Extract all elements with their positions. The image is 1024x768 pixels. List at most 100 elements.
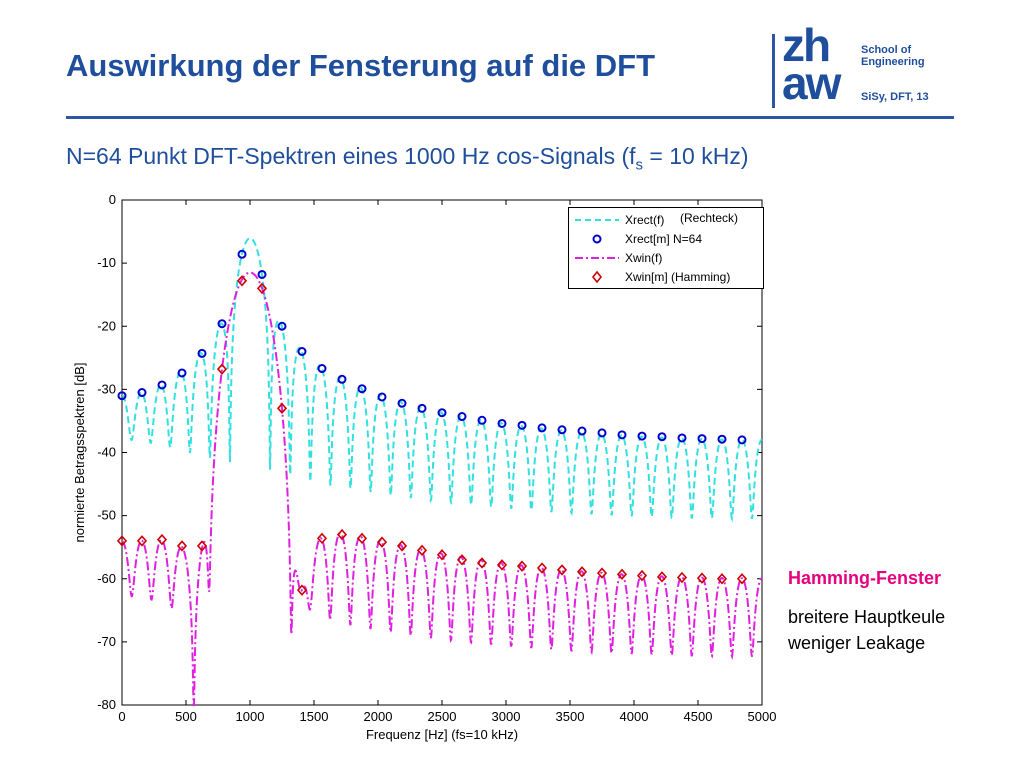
xwin-m-point xyxy=(456,554,468,566)
slide-title: Auswirkung der Fensterung auf die DFT xyxy=(66,48,656,83)
x-tick-label: 0 xyxy=(118,709,125,724)
xrect-m-point xyxy=(257,269,267,279)
legend-label: Xrect(f) xyxy=(625,213,665,227)
subtitle-main: N=64 Punkt DFT-Spektren eines 1000 Hz co… xyxy=(66,143,636,169)
xwin-m-point xyxy=(296,584,308,596)
xrect-m-point xyxy=(297,347,307,356)
legend-label: Xrect[m] N=64 xyxy=(625,232,703,246)
xrect-m-point xyxy=(477,415,487,425)
y-tick-label: -50 xyxy=(97,508,116,523)
xrect-m-point xyxy=(437,408,447,418)
title-divider xyxy=(66,116,954,119)
y-axis-label: normierte Betragsspektren [dB] xyxy=(72,363,87,543)
xrect-m-point xyxy=(397,398,407,408)
xwin-m-point xyxy=(576,566,588,578)
x-tick-label: 500 xyxy=(175,709,197,724)
xrect-m-point xyxy=(117,391,127,401)
xwin-m-point xyxy=(496,559,508,571)
xrect-m-point xyxy=(157,380,167,390)
xwin-m-point xyxy=(596,567,608,579)
series-xwin-f-line xyxy=(121,271,763,706)
xwin-m-point xyxy=(176,540,188,552)
school-line-2: Engineering xyxy=(861,56,925,68)
y-tick-label: -10 xyxy=(97,255,116,270)
legend-entry-xwin-m: Xwin[m] (Hamming) xyxy=(569,268,763,286)
xwin-m-point xyxy=(156,533,168,546)
xwin-m-point xyxy=(556,564,568,576)
xwin-m-point xyxy=(696,572,708,584)
zhaw-logo: zh aw xyxy=(782,19,841,109)
legend-entry-xwin-f: Xwin(f) xyxy=(569,249,763,267)
series-xrect-f-line xyxy=(121,237,763,523)
xrect-m-point xyxy=(357,384,367,394)
legend-entry-xrect-m: Xrect[m] N=64 xyxy=(569,230,763,248)
xwin-m-point xyxy=(616,568,628,581)
note-leakage: weniger Leakage xyxy=(788,633,926,653)
xwin-m-point xyxy=(536,562,548,574)
xrect-m-point xyxy=(677,433,687,443)
x-tick-label: 5000 xyxy=(748,709,777,724)
x-tick-label: 2000 xyxy=(364,709,393,724)
xrect-m-point xyxy=(697,434,707,444)
xrect-m-point xyxy=(597,428,607,438)
y-tick-label: -80 xyxy=(97,697,116,712)
xwin-m-point xyxy=(136,535,148,547)
xwin-m-point xyxy=(216,363,228,375)
xrect-m-point xyxy=(237,249,247,259)
xrect-m-point xyxy=(497,418,507,428)
xrect-m-point xyxy=(577,426,587,436)
xwin-m-point xyxy=(356,532,368,545)
x-tick-label: 3500 xyxy=(556,709,585,724)
xwin-m-point xyxy=(116,535,128,547)
x-tick-label: 2500 xyxy=(428,709,457,724)
x-axis-label: Frequenz [Hz] (fs=10 kHz) xyxy=(366,727,518,742)
hamming-heading: Hamming-Fenster xyxy=(788,568,942,588)
y-tick-label: -40 xyxy=(97,445,116,460)
xwin-m-point xyxy=(336,528,348,541)
xrect-m-point xyxy=(737,435,747,445)
xwin-m-point xyxy=(636,569,648,582)
xwin-m-point xyxy=(516,560,528,572)
xwin-m-point xyxy=(396,540,408,552)
y-tick-label: 0 xyxy=(109,192,116,207)
x-tick-label: 3000 xyxy=(492,709,521,724)
school-name: School of Engineering xyxy=(861,44,925,68)
xwin-m-point xyxy=(376,536,388,548)
x-tick-label: 1500 xyxy=(300,709,329,724)
xwin-m-point xyxy=(256,282,268,295)
xrect-m-point xyxy=(617,430,627,440)
slide-subtitle: N=64 Punkt DFT-Spektren eines 1000 Hz co… xyxy=(66,143,749,174)
xrect-m-point xyxy=(717,434,727,444)
y-tick-label: -70 xyxy=(97,634,116,649)
xrect-m-point xyxy=(657,432,667,442)
xrect-m-point xyxy=(337,374,347,384)
subtitle-end: = 10 kHz) xyxy=(643,143,749,169)
legend-entry-xrect-f: Xrect(f) xyxy=(569,211,763,229)
slide-reference: SiSy, DFT, 13 xyxy=(861,91,929,103)
xrect-m-point xyxy=(457,412,467,422)
xrect-m-point xyxy=(137,388,147,398)
rechteck-annotation: (Rechteck) xyxy=(680,211,739,225)
logo-divider xyxy=(772,34,775,108)
logo-line-1: zh xyxy=(782,19,831,71)
xrect-m-point xyxy=(537,423,547,433)
xwin-m-point xyxy=(436,549,448,561)
xwin-m-point xyxy=(236,275,248,287)
hamming-notes: breitere Hauptkeule weniger Leakage xyxy=(788,604,945,656)
xrect-m-point xyxy=(177,368,187,378)
xwin-m-point xyxy=(736,573,748,585)
xwin-m-point xyxy=(276,402,288,415)
y-tick-label: -30 xyxy=(97,381,116,396)
y-tick-label: -60 xyxy=(97,571,116,586)
xrect-m-point xyxy=(217,319,227,329)
xrect-m-point xyxy=(317,364,327,374)
xrect-m-point xyxy=(557,425,567,435)
logo-line-2: aw xyxy=(782,57,841,109)
xwin-m-point xyxy=(716,573,728,585)
xrect-m-point xyxy=(517,420,527,430)
xrect-m-point xyxy=(197,348,207,358)
xwin-m-point xyxy=(656,571,668,583)
x-tick-label: 4500 xyxy=(684,709,713,724)
xwin-m-point xyxy=(676,571,688,584)
xrect-m-point xyxy=(637,431,647,441)
